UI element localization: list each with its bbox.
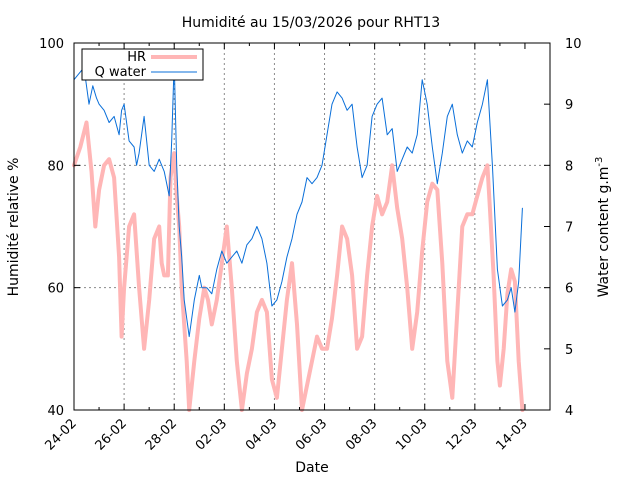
y-tick-label: 80 bbox=[47, 159, 64, 174]
y-tick-label: 100 bbox=[39, 37, 64, 52]
legend-label-q-water: Q water bbox=[95, 65, 147, 80]
axis-ticks: 24-02 26-02 28-02 02-03 04-03 06-03 08-03 10-03… bbox=[39, 37, 581, 454]
y-tick-label: 60 bbox=[47, 282, 64, 297]
y2-tick-label: 10 bbox=[565, 37, 582, 52]
y2-tick-label: 6 bbox=[565, 282, 573, 297]
x-tick-label: 08-03 bbox=[343, 416, 380, 453]
x-tick-label: 04-03 bbox=[243, 416, 280, 453]
chart-title: Humidité au 15/03/2026 pour RHT13 bbox=[182, 15, 440, 31]
legend: HR Q water bbox=[81, 48, 204, 81]
legend-label-hr: HR bbox=[127, 50, 146, 65]
y2-tick-label: 8 bbox=[565, 159, 573, 174]
y2-tick-label: 4 bbox=[565, 404, 573, 419]
y-tick-label: 40 bbox=[47, 404, 64, 419]
y2-axis-label-exponent: -3 bbox=[594, 157, 605, 167]
y2-tick-label: 5 bbox=[565, 343, 573, 358]
series-layer bbox=[72, 60, 525, 412]
x-tick-label: 24-02 bbox=[43, 416, 80, 453]
series-line-q-water bbox=[73, 60, 523, 338]
legend-box bbox=[81, 48, 204, 81]
x-tick-label: 28-02 bbox=[143, 416, 180, 453]
y-axis-label: Humidité relative % bbox=[6, 158, 22, 297]
x-tick-label: 10-03 bbox=[393, 416, 430, 453]
x-tick-label: 14-03 bbox=[493, 416, 530, 453]
y2-tick-label: 9 bbox=[565, 98, 573, 113]
y2-tick-label: 7 bbox=[565, 221, 573, 236]
series-line-hr bbox=[72, 120, 525, 412]
x-axis-label: Date bbox=[295, 460, 328, 476]
x-tick-label: 02-03 bbox=[193, 416, 230, 453]
y2-axis-label-text: Water content g.m bbox=[596, 167, 612, 298]
x-tick-label: 06-03 bbox=[293, 416, 330, 453]
x-tick-label: 12-03 bbox=[443, 416, 480, 453]
x-tick-label: 26-02 bbox=[93, 416, 130, 453]
y2-axis-label: Water content g.m-3 bbox=[594, 157, 612, 298]
